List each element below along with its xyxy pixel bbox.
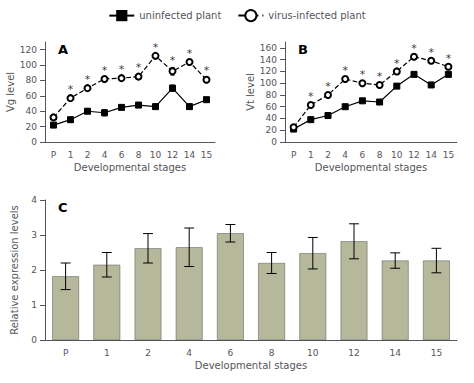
svg-text:10: 10 xyxy=(391,150,403,160)
svg-text:0: 0 xyxy=(31,335,37,345)
svg-text:*: * xyxy=(85,73,91,86)
svg-text:14: 14 xyxy=(389,348,401,358)
svg-text:120: 120 xyxy=(260,66,277,76)
svg-text:Developmental stages: Developmental stages xyxy=(74,162,186,173)
svg-text:*: * xyxy=(170,54,176,67)
svg-text:P: P xyxy=(63,348,69,358)
svg-text:*: * xyxy=(377,70,383,83)
svg-text:80: 80 xyxy=(266,90,278,100)
svg-text:virus-infected plant: virus-infected plant xyxy=(268,10,365,21)
svg-text:*: * xyxy=(394,57,400,70)
svg-text:Relative expression levels: Relative expression levels xyxy=(9,205,20,335)
svg-text:8: 8 xyxy=(136,150,142,160)
svg-text:*: * xyxy=(325,80,331,93)
svg-text:*: * xyxy=(204,64,210,77)
svg-text:12: 12 xyxy=(167,150,178,160)
svg-text:140: 140 xyxy=(260,55,277,65)
svg-text:100: 100 xyxy=(260,78,277,88)
svg-text:8: 8 xyxy=(377,150,383,160)
svg-text:14: 14 xyxy=(425,150,437,160)
svg-text:P: P xyxy=(51,150,57,160)
svg-text:*: * xyxy=(68,83,74,96)
svg-text:2: 2 xyxy=(85,150,91,160)
svg-text:*: * xyxy=(308,90,314,103)
svg-text:8: 8 xyxy=(269,348,275,358)
svg-text:1: 1 xyxy=(308,150,314,160)
svg-text:4: 4 xyxy=(342,150,348,160)
svg-text:14: 14 xyxy=(184,150,196,160)
svg-text:Vg level: Vg level xyxy=(5,72,16,112)
svg-text:2: 2 xyxy=(325,150,331,160)
svg-text:*: * xyxy=(102,64,108,77)
svg-text:1: 1 xyxy=(31,300,37,310)
svg-text:*: * xyxy=(428,46,434,59)
svg-text:15: 15 xyxy=(443,150,454,160)
svg-text:40: 40 xyxy=(26,106,38,116)
svg-text:Developmental stages: Developmental stages xyxy=(315,162,427,173)
svg-text:*: * xyxy=(446,52,452,65)
svg-text:4: 4 xyxy=(102,150,108,160)
svg-text:10: 10 xyxy=(150,150,162,160)
svg-text:6: 6 xyxy=(228,348,234,358)
svg-text:2: 2 xyxy=(31,265,37,275)
svg-text:15: 15 xyxy=(431,348,442,358)
svg-text:1: 1 xyxy=(104,348,110,358)
svg-text:10: 10 xyxy=(307,348,319,358)
svg-text:120: 120 xyxy=(20,45,37,55)
svg-text:*: * xyxy=(119,63,125,76)
svg-text:*: * xyxy=(136,61,142,74)
svg-text:20: 20 xyxy=(266,125,278,135)
svg-text:C: C xyxy=(58,200,68,215)
svg-text:60: 60 xyxy=(266,102,278,112)
svg-text:100: 100 xyxy=(20,60,37,70)
svg-text:2: 2 xyxy=(145,348,151,358)
svg-text:160: 160 xyxy=(260,43,277,53)
svg-text:Vt level: Vt level xyxy=(245,73,256,111)
svg-text:20: 20 xyxy=(26,122,38,132)
svg-text:6: 6 xyxy=(360,150,366,160)
svg-text:*: * xyxy=(187,47,193,60)
svg-text:4: 4 xyxy=(186,348,192,358)
svg-text:A: A xyxy=(58,42,68,57)
svg-text:uninfected plant: uninfected plant xyxy=(139,10,221,21)
svg-text:12: 12 xyxy=(348,348,359,358)
svg-text:0: 0 xyxy=(31,137,37,147)
svg-text:*: * xyxy=(411,42,417,55)
svg-text:*: * xyxy=(360,68,366,81)
svg-text:3: 3 xyxy=(31,230,37,240)
svg-text:80: 80 xyxy=(26,75,38,85)
svg-text:4: 4 xyxy=(31,195,37,205)
svg-text:6: 6 xyxy=(119,150,125,160)
svg-text:*: * xyxy=(153,41,159,54)
svg-text:15: 15 xyxy=(201,150,212,160)
svg-text:0: 0 xyxy=(271,137,277,147)
svg-text:Developmental stages: Developmental stages xyxy=(195,360,307,371)
svg-text:*: * xyxy=(342,64,348,77)
svg-text:B: B xyxy=(298,42,308,57)
svg-text:40: 40 xyxy=(266,113,278,123)
svg-text:1: 1 xyxy=(68,150,74,160)
svg-text:60: 60 xyxy=(26,91,38,101)
svg-text:P: P xyxy=(291,150,297,160)
svg-text:12: 12 xyxy=(408,150,419,160)
